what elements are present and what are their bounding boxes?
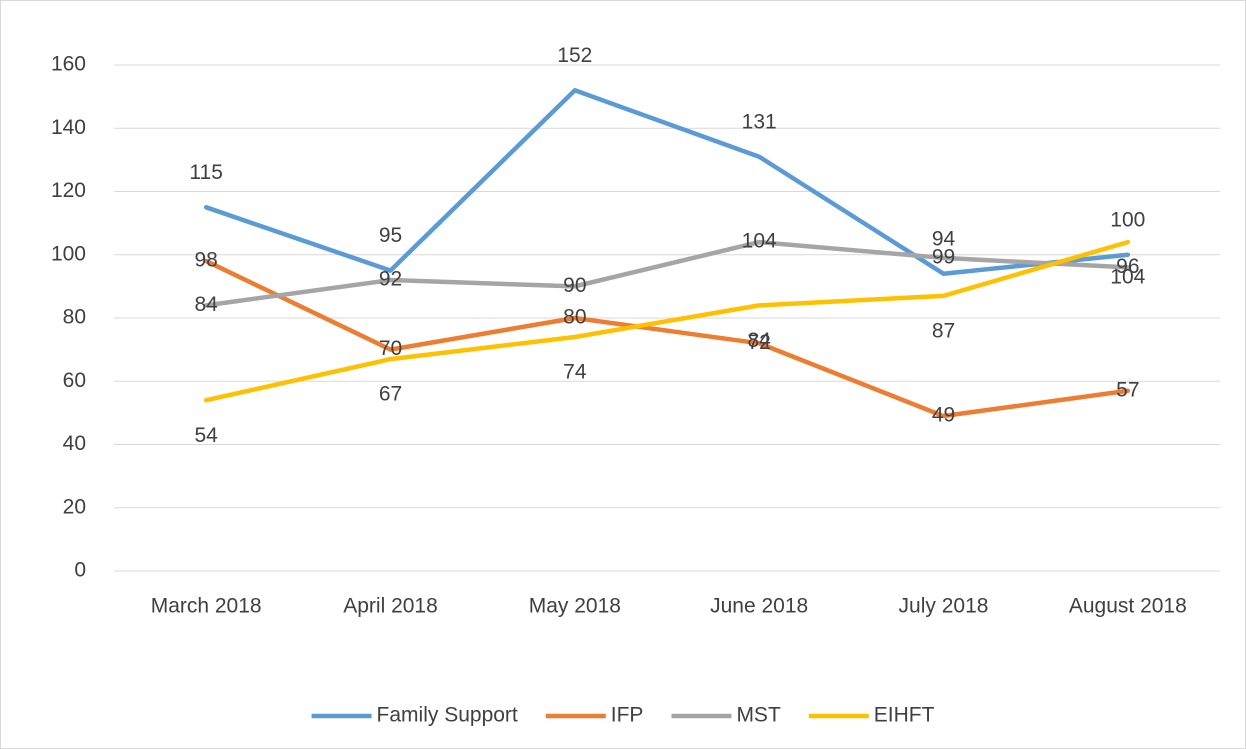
y-tick-label: 160 [51,53,86,76]
x-tick-label: April 2018 [343,595,438,618]
y-tick-label: 40 [63,432,86,455]
data-label: 80 [563,306,586,329]
y-tick-label: 60 [63,369,86,392]
data-label: 104 [742,230,777,253]
data-label: 49 [932,404,955,427]
data-label: 57 [1116,378,1139,401]
data-label: 84 [747,329,771,352]
series-line [203,239,1131,403]
legend-label: MST [736,704,781,727]
data-label: 152 [557,44,592,67]
y-tick-label: 0 [74,559,86,582]
data-label: 95 [379,224,402,247]
legend-label: IFP [611,704,644,727]
data-label: 98 [194,249,217,272]
y-tick-label: 20 [63,495,86,518]
legend-label: EIHFT [874,704,935,727]
data-label: 90 [563,274,586,297]
x-tick-label: June 2018 [710,595,808,618]
y-tick-label: 120 [51,179,86,202]
legend-item: MST [671,704,781,727]
data-label: 115 [189,161,222,184]
data-label: 72 [747,331,770,354]
legend-item: IFP [545,704,644,727]
data-label: 84 [194,293,218,316]
series-line [203,239,1131,308]
legend-item: EIHFT [808,704,935,727]
series-line [203,88,1131,276]
data-label: 96 [1116,255,1139,278]
legend-item: Family Support [311,704,518,727]
data-label: 94 [932,227,956,250]
data-label: 54 [194,424,218,447]
data-label: 70 [379,337,402,360]
data-label: 100 [1110,208,1145,231]
data-label: 67 [379,383,402,406]
data-label: 104 [1110,266,1145,289]
legend-label: Family Support [377,704,518,727]
x-tick-label: July 2018 [899,595,989,618]
data-label: 131 [742,110,777,133]
y-tick-label: 80 [63,306,86,329]
data-label: 99 [932,245,955,268]
y-tick-label: 140 [51,116,86,139]
data-label: 74 [563,361,587,384]
x-tick-label: March 2018 [151,595,262,618]
x-tick-label: August 2018 [1069,595,1187,618]
data-label: 92 [379,268,402,291]
x-tick-label: May 2018 [529,595,621,618]
series-line [203,258,1131,419]
y-tick-label: 100 [51,242,86,265]
data-label: 87 [932,319,955,342]
